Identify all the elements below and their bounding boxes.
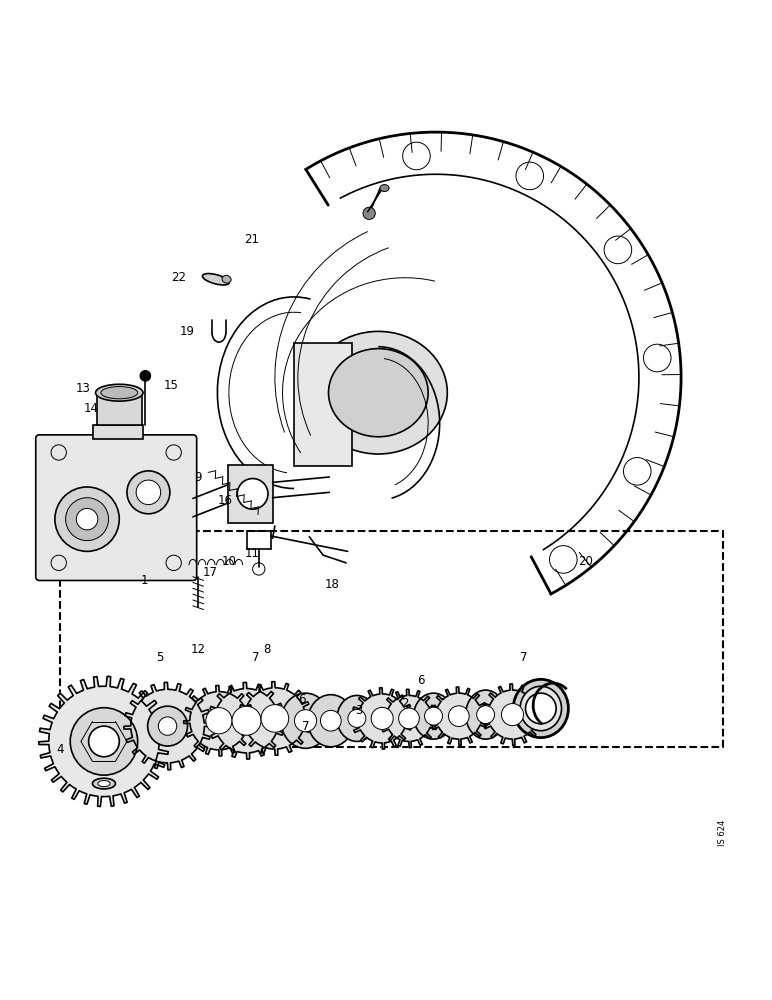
Polygon shape <box>351 688 413 749</box>
Circle shape <box>147 706 188 746</box>
Circle shape <box>70 708 137 775</box>
Ellipse shape <box>281 693 330 748</box>
Text: 5: 5 <box>156 651 164 664</box>
Circle shape <box>237 479 268 509</box>
Text: 17: 17 <box>202 566 217 579</box>
Circle shape <box>206 708 232 734</box>
Text: 1: 1 <box>141 574 148 587</box>
Text: 21: 21 <box>245 233 259 246</box>
Text: 16: 16 <box>218 493 232 506</box>
Ellipse shape <box>337 695 377 741</box>
Circle shape <box>363 207 375 219</box>
Polygon shape <box>482 684 543 745</box>
Ellipse shape <box>98 781 110 787</box>
Text: 12: 12 <box>191 643 205 656</box>
Polygon shape <box>184 685 254 756</box>
Text: 14: 14 <box>83 402 98 415</box>
Bar <box>97 394 141 425</box>
Ellipse shape <box>466 690 506 739</box>
Circle shape <box>476 706 495 724</box>
Text: 11: 11 <box>245 547 259 560</box>
Text: 8: 8 <box>263 643 271 656</box>
Text: 6: 6 <box>298 693 306 706</box>
Ellipse shape <box>308 695 354 747</box>
Ellipse shape <box>101 387 137 399</box>
Circle shape <box>127 471 170 514</box>
Text: 6: 6 <box>417 674 425 687</box>
Ellipse shape <box>222 275 231 283</box>
Bar <box>60 531 723 747</box>
Ellipse shape <box>202 274 229 285</box>
Text: 13: 13 <box>76 382 90 395</box>
Text: 20: 20 <box>577 555 593 568</box>
Circle shape <box>261 705 289 732</box>
Text: 9: 9 <box>195 471 202 484</box>
FancyBboxPatch shape <box>36 435 197 580</box>
Text: 22: 22 <box>171 271 187 284</box>
Circle shape <box>89 726 120 757</box>
Circle shape <box>232 706 261 735</box>
Polygon shape <box>124 682 212 770</box>
Text: 15: 15 <box>164 379 179 392</box>
Ellipse shape <box>414 693 453 739</box>
Polygon shape <box>430 687 488 745</box>
Circle shape <box>449 706 469 726</box>
Text: 7: 7 <box>252 651 259 664</box>
Circle shape <box>348 709 366 727</box>
Ellipse shape <box>520 686 561 731</box>
Ellipse shape <box>380 185 389 192</box>
Text: 7: 7 <box>302 720 310 733</box>
Circle shape <box>140 370 151 381</box>
Circle shape <box>76 508 98 530</box>
Bar <box>93 425 143 439</box>
Circle shape <box>502 704 523 726</box>
Circle shape <box>320 710 341 731</box>
Text: 3: 3 <box>355 704 363 717</box>
Text: 2: 2 <box>401 697 409 710</box>
Polygon shape <box>380 689 438 748</box>
Circle shape <box>136 480 161 505</box>
Ellipse shape <box>310 331 447 454</box>
Polygon shape <box>39 676 169 806</box>
Circle shape <box>425 707 442 725</box>
Text: 19: 19 <box>179 325 195 338</box>
Circle shape <box>371 707 393 729</box>
Polygon shape <box>208 682 285 759</box>
Circle shape <box>398 708 419 729</box>
Ellipse shape <box>96 384 143 401</box>
Bar <box>294 343 351 466</box>
Text: IS 624: IS 624 <box>718 820 727 846</box>
Text: 10: 10 <box>222 555 236 568</box>
Circle shape <box>294 710 317 732</box>
Ellipse shape <box>93 778 116 789</box>
Bar <box>228 465 273 523</box>
Polygon shape <box>238 682 312 755</box>
Text: 18: 18 <box>325 578 340 591</box>
Text: 7: 7 <box>520 651 528 664</box>
Circle shape <box>158 717 177 735</box>
Ellipse shape <box>329 349 428 437</box>
Text: 4: 4 <box>56 743 64 756</box>
Circle shape <box>66 498 109 541</box>
Circle shape <box>526 693 556 724</box>
Circle shape <box>55 487 120 551</box>
Ellipse shape <box>513 679 568 738</box>
